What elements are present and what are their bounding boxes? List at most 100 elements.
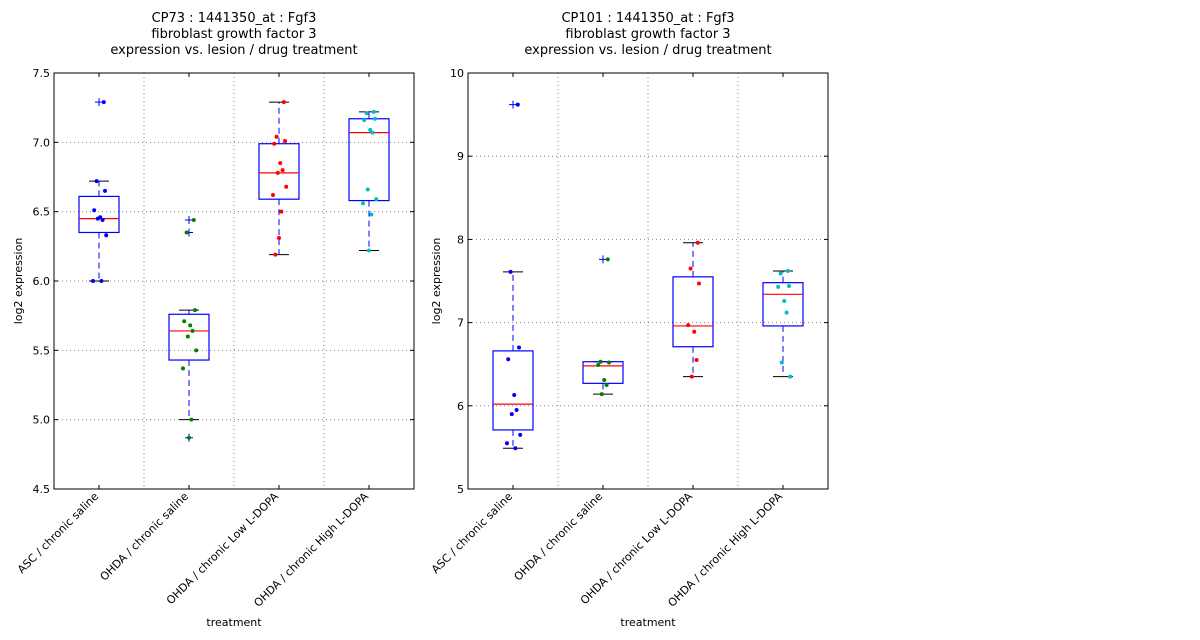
box-group-2 <box>582 255 624 397</box>
box-iqr <box>168 313 210 361</box>
box-iqr <box>762 282 804 327</box>
chart-title-line: fibroblast growth factor 3 <box>151 27 316 42</box>
outlier-marker <box>185 215 193 224</box>
data-point <box>692 329 697 334</box>
y-axis-label: log2 expression <box>12 238 25 325</box>
y-tick-label: 6 <box>457 400 464 413</box>
data-point <box>787 283 791 288</box>
data-point <box>271 193 275 198</box>
data-point <box>599 392 604 397</box>
y-tick-label: 7.5 <box>33 67 51 80</box>
data-point <box>788 374 793 379</box>
data-point <box>184 230 189 235</box>
data-point <box>273 252 278 257</box>
data-point <box>91 279 95 283</box>
data-point <box>188 323 193 328</box>
box-iqr <box>672 276 714 348</box>
data-point <box>365 187 370 192</box>
data-point <box>697 281 701 286</box>
box-group-3 <box>258 100 300 257</box>
y-tick-label: 4.5 <box>33 483 51 496</box>
data-point <box>362 118 367 123</box>
data-point <box>602 378 607 383</box>
y-tick-label: 5 <box>457 483 464 496</box>
data-point <box>280 168 285 173</box>
data-point <box>695 240 700 245</box>
chart-title-line: CP101 : 1441350_at : Fgf3 <box>561 11 734 26</box>
data-point <box>361 201 365 206</box>
y-tick-label: 5.5 <box>33 344 51 357</box>
data-point <box>596 363 601 368</box>
data-point <box>513 446 518 451</box>
data-point <box>506 357 511 362</box>
data-point <box>686 323 691 328</box>
data-point <box>103 188 107 193</box>
data-point <box>518 432 523 437</box>
data-point <box>598 359 603 364</box>
data-point <box>94 179 99 184</box>
chart-title-line: CP73 : 1441350_at : Fgf3 <box>152 11 317 26</box>
y-tick-label: 10 <box>450 67 464 80</box>
data-point <box>182 319 187 324</box>
box-group-3 <box>672 240 714 379</box>
data-point <box>101 100 106 105</box>
data-point <box>782 298 787 303</box>
box-iqr <box>492 350 534 431</box>
x-axis-label: treatment <box>206 616 262 629</box>
box-iqr <box>258 143 300 200</box>
box-group-4 <box>348 109 390 253</box>
data-point <box>371 109 376 114</box>
box-iqr <box>582 361 624 384</box>
box-group-1 <box>78 98 120 283</box>
plot-frame <box>467 72 829 490</box>
data-point <box>279 209 284 214</box>
data-point <box>92 208 97 213</box>
data-point <box>515 102 520 107</box>
data-point <box>517 345 521 350</box>
y-tick-label: 6.5 <box>33 206 51 219</box>
data-point <box>275 170 280 175</box>
data-point <box>778 271 783 276</box>
outlier-marker <box>95 98 103 107</box>
plot-frame <box>53 72 415 490</box>
data-point <box>694 358 699 363</box>
chart-title-line: expression vs. lesion / drug treatment <box>524 43 771 58</box>
chart-title-line: expression vs. lesion / drug treatment <box>110 43 357 58</box>
data-point <box>272 141 277 146</box>
data-point <box>100 217 105 222</box>
chart-title-line: fibroblast growth factor 3 <box>565 27 730 42</box>
data-point <box>367 248 371 253</box>
x-tick-label: OHDA / chronic saline <box>512 490 606 584</box>
data-point <box>104 233 109 238</box>
box-group-2 <box>168 215 210 442</box>
data-point <box>509 412 514 417</box>
data-point <box>604 383 609 387</box>
data-point <box>688 266 693 271</box>
data-point <box>369 212 374 217</box>
outlier-marker <box>599 255 607 264</box>
data-point <box>512 392 517 397</box>
data-point <box>374 197 379 202</box>
data-point <box>185 334 190 339</box>
data-point <box>284 184 289 189</box>
outlier-marker <box>509 100 517 109</box>
data-point <box>274 134 279 139</box>
box-iqr <box>78 195 120 234</box>
data-point <box>776 284 781 289</box>
y-tick-label: 8 <box>457 233 464 246</box>
data-point <box>277 236 281 241</box>
data-point <box>281 100 286 105</box>
box-group-4 <box>762 269 804 379</box>
y-tick-label: 7.0 <box>33 136 51 149</box>
y-tick-label: 5.0 <box>33 414 51 427</box>
data-point <box>607 360 611 365</box>
x-tick-label: OHDA / chronic saline <box>98 490 192 584</box>
data-point <box>187 435 191 440</box>
data-point <box>368 127 373 132</box>
data-point <box>605 257 610 262</box>
data-point <box>95 216 100 221</box>
box-group-1 <box>492 100 534 451</box>
